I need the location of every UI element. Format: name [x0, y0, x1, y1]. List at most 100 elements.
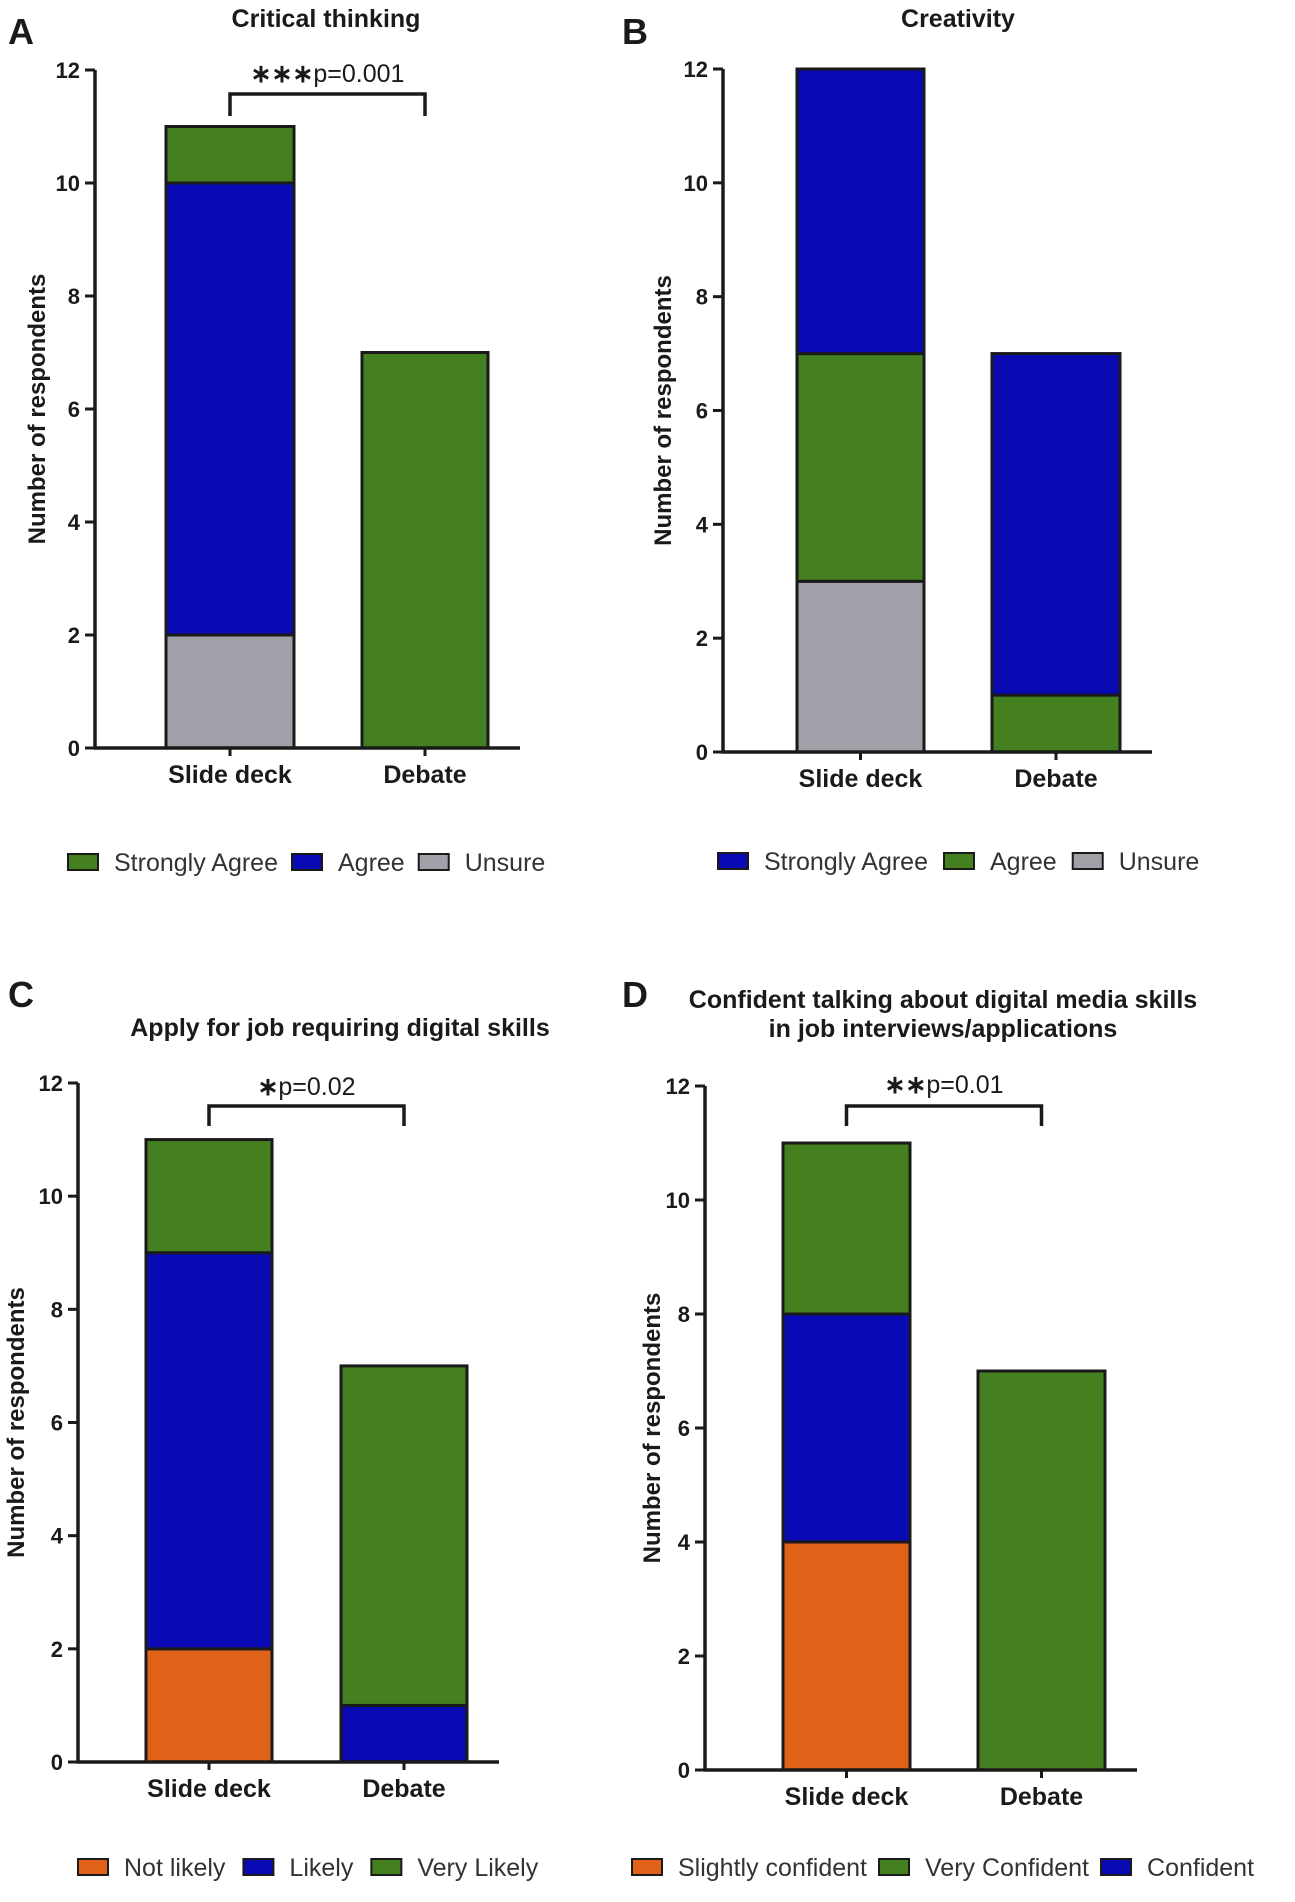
legend-swatch-very-confident — [878, 1858, 911, 1876]
bar-segment-slide-deck-confident — [781, 1312, 912, 1544]
significance-label: ∗∗p=0.01 — [884, 1071, 1003, 1099]
chart-title: Creativity — [901, 5, 1015, 33]
y-tick-label: 10 — [684, 171, 708, 196]
y-axis-title: Number of respondents — [639, 1293, 666, 1564]
y-tick-label: 2 — [51, 1637, 63, 1662]
significance-bracket — [844, 1104, 1044, 1126]
y-tick-label: 4 — [51, 1524, 64, 1549]
y-tick-label: 12 — [666, 1074, 690, 1099]
chart-title: Critical thinking — [232, 5, 421, 33]
panel-letter: A — [8, 11, 34, 52]
significance-stars: ∗ — [257, 1073, 278, 1101]
x-tick-label: Debate — [383, 761, 466, 789]
bar-segment-debate-likely — [339, 1703, 469, 1764]
bar-segment-debate-strongly-agree — [360, 351, 490, 750]
x-tick-label: Slide deck — [147, 1775, 271, 1803]
y-tick-label: 0 — [68, 736, 80, 761]
bar-segment-slide-deck-very-likely — [144, 1138, 274, 1255]
x-tick-label: Debate — [362, 1775, 445, 1803]
legend-label: Strongly Agree — [764, 848, 928, 876]
y-tick-label: 12 — [39, 1071, 63, 1096]
x-tick-label: Slide deck — [799, 765, 923, 793]
bar-segment-slide-deck-strongly-agree — [795, 67, 926, 356]
legend-swatch-not-likely — [77, 1858, 109, 1876]
bar-segment-slide-deck-not-likely — [144, 1647, 274, 1764]
bar-segment-slide-deck-unsure — [795, 579, 926, 754]
chart-panel-c: C Apply for job requiring digital skills N… — [3, 974, 550, 1882]
legend-label: Unsure — [1119, 848, 1200, 876]
legend: Not likely Likely Very Likely — [77, 1854, 539, 1882]
y-tick-label: 6 — [68, 397, 80, 422]
bar-segment-slide-deck-likely — [144, 1251, 274, 1651]
chart-panel-d: D Confident talking about digital media s… — [622, 974, 1254, 1882]
bar-segment-slide-deck-agree — [795, 352, 926, 583]
chart-panel-a: A Critical thinking Number of respondents S… — [8, 5, 545, 877]
significance-bracket — [228, 92, 427, 116]
y-tick-label: 10 — [56, 171, 80, 196]
bar-segment-debate-very-confident — [976, 1369, 1107, 1772]
y-tick-label: 0 — [51, 1750, 63, 1775]
bar-segment-slide-deck-unsure — [164, 633, 296, 750]
y-tick-label: 6 — [678, 1416, 690, 1441]
y-tick-label: 0 — [696, 740, 708, 765]
y-tick-label: 4 — [68, 510, 81, 535]
bar-segment-slide-deck-slightly-confident — [781, 1540, 912, 1772]
significance-bracket — [207, 1104, 406, 1126]
legend-label: Strongly Agree — [114, 849, 278, 877]
legend-label: Agree — [338, 849, 405, 877]
chart-subtitle: in job interviews/applications — [769, 1015, 1118, 1043]
panel-letter: B — [622, 11, 648, 52]
y-axis-title: Number of respondents — [24, 274, 51, 545]
x-tick-label: Debate — [1014, 765, 1097, 793]
legend: Strongly Agree Agree Unsure — [717, 848, 1200, 876]
y-tick-label: 6 — [51, 1411, 63, 1436]
y-tick-label: 0 — [678, 1758, 690, 1783]
legend-label: Very Likely — [417, 1854, 538, 1882]
bar-segment-debate-agree — [990, 693, 1122, 754]
x-tick-label: Slide deck — [168, 761, 292, 789]
legend-swatch-agree — [943, 852, 975, 870]
legend-label: Very Confident — [925, 1854, 1089, 1882]
p-value: p=0.02 — [278, 1073, 355, 1101]
significance-label: ∗p=0.02 — [257, 1073, 355, 1101]
y-tick-label: 4 — [678, 1530, 691, 1555]
legend-swatch-unsure — [417, 853, 450, 871]
legend-swatch-strongly-agree — [717, 852, 749, 870]
significance-stars: ∗∗∗ — [251, 60, 314, 88]
p-value: p=0.001 — [313, 60, 404, 88]
x-tick-label: Slide deck — [785, 1783, 909, 1811]
y-tick-label: 8 — [51, 1297, 63, 1322]
legend-swatch-agree — [291, 853, 323, 871]
y-tick-label: 2 — [696, 626, 708, 651]
legend-swatch-slightly-confident — [631, 1858, 663, 1876]
legend-label: Agree — [990, 848, 1057, 876]
significance-label: ∗∗∗p=0.001 — [251, 60, 405, 88]
legend: Slightly confident Very Confident Confiden… — [631, 1854, 1254, 1882]
chart-panel-b: B Creativity Number of respondents Slide de… — [622, 5, 1199, 876]
significance-stars: ∗∗ — [884, 1071, 926, 1099]
bar-segment-slide-deck-very-confident — [781, 1141, 912, 1316]
legend-label: Likely — [289, 1854, 353, 1882]
bar-segment-slide-deck-agree — [164, 181, 296, 637]
y-tick-label: 8 — [696, 285, 708, 310]
bar-segment-slide-deck-strongly-agree — [164, 125, 296, 185]
y-tick-label: 8 — [678, 1302, 690, 1327]
legend-swatch-confident — [1100, 1858, 1133, 1876]
y-tick-label: 10 — [666, 1188, 690, 1213]
p-value: p=0.01 — [926, 1071, 1003, 1099]
bar-segment-debate-strongly-agree — [990, 352, 1122, 697]
x-tick-label: Debate — [1000, 1783, 1083, 1811]
legend-swatch-strongly-agree — [67, 853, 99, 871]
panel-letter: C — [8, 974, 34, 1015]
legend-swatch-very-likely — [370, 1858, 403, 1876]
legend-label: Confident — [1147, 1854, 1254, 1882]
panel-letter: D — [622, 974, 648, 1015]
y-tick-label: 12 — [684, 57, 708, 82]
legend-label: Slightly confident — [678, 1854, 867, 1882]
y-tick-label: 6 — [696, 399, 708, 424]
legend-swatch-unsure — [1071, 852, 1104, 870]
y-tick-label: 8 — [68, 284, 80, 309]
legend-label: Not likely — [124, 1854, 226, 1882]
y-axis-title: Number of respondents — [3, 1287, 30, 1558]
